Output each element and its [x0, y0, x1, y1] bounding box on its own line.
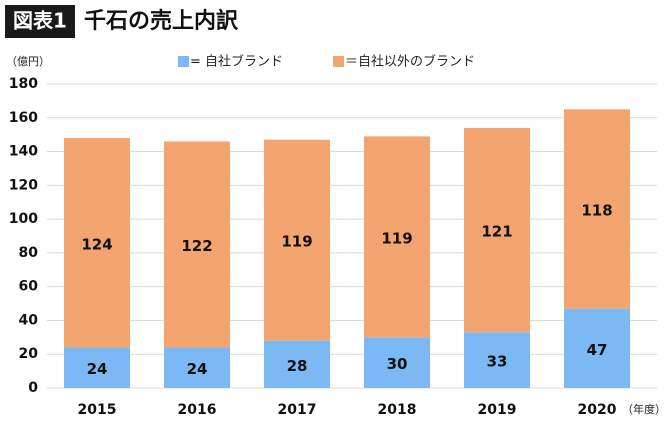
data-label: 33 — [487, 353, 508, 371]
legend-label: ＝自社以外のブランド — [345, 54, 475, 70]
y-unit: （億円） — [6, 55, 50, 68]
y-tick-label: 160 — [9, 110, 38, 126]
data-label: 124 — [81, 235, 112, 253]
bar-segment — [164, 347, 230, 388]
bar-segment — [64, 138, 130, 348]
x-tick-label: 2019 — [478, 402, 517, 418]
data-label: 28 — [287, 357, 308, 375]
y-tick-label: 120 — [9, 177, 38, 193]
chart-title: 千石の売上内訳 — [84, 8, 239, 34]
x-tick-label: 2016 — [178, 402, 217, 418]
x-unit: （年度） — [622, 402, 666, 416]
bar-segment — [264, 139, 330, 341]
bar-segment — [564, 308, 630, 388]
data-label: 47 — [587, 341, 608, 359]
bar-segment — [364, 136, 430, 338]
x-tick-label: 2018 — [378, 402, 417, 418]
y-tick-label: 140 — [9, 144, 38, 160]
legend-label: = 自社ブランド — [190, 54, 283, 70]
y-tick-label: 80 — [19, 245, 39, 261]
bar-segment — [164, 141, 230, 348]
x-tick-label: 2020 — [578, 402, 617, 418]
y-tick-label: 60 — [19, 279, 39, 295]
data-label: 122 — [181, 237, 212, 255]
data-label: 30 — [387, 355, 408, 373]
data-label: 24 — [87, 360, 108, 378]
y-tick-label: 180 — [9, 76, 38, 92]
data-label: 24 — [187, 360, 208, 378]
legend-swatch — [178, 56, 189, 67]
legend-swatch — [333, 56, 344, 67]
x-tick-label: 2015 — [78, 402, 117, 418]
y-tick-label: 20 — [19, 346, 39, 362]
x-tick-label: 2017 — [278, 402, 317, 418]
bar-segment — [464, 332, 530, 388]
data-label: 121 — [481, 223, 512, 241]
y-tick-label: 0 — [28, 380, 38, 396]
badge: 図表1 — [13, 9, 67, 33]
bar-segment — [264, 340, 330, 388]
badge-box — [5, 5, 75, 38]
y-tick-label: 100 — [9, 211, 38, 227]
data-label: 118 — [581, 201, 612, 219]
bar-segment — [464, 127, 530, 333]
bar-segment — [564, 109, 630, 309]
data-label: 119 — [281, 233, 312, 251]
y-tick-label: 40 — [19, 312, 39, 328]
bar-segment — [64, 347, 130, 388]
data-label: 119 — [381, 229, 412, 247]
bar-segment — [364, 337, 430, 388]
